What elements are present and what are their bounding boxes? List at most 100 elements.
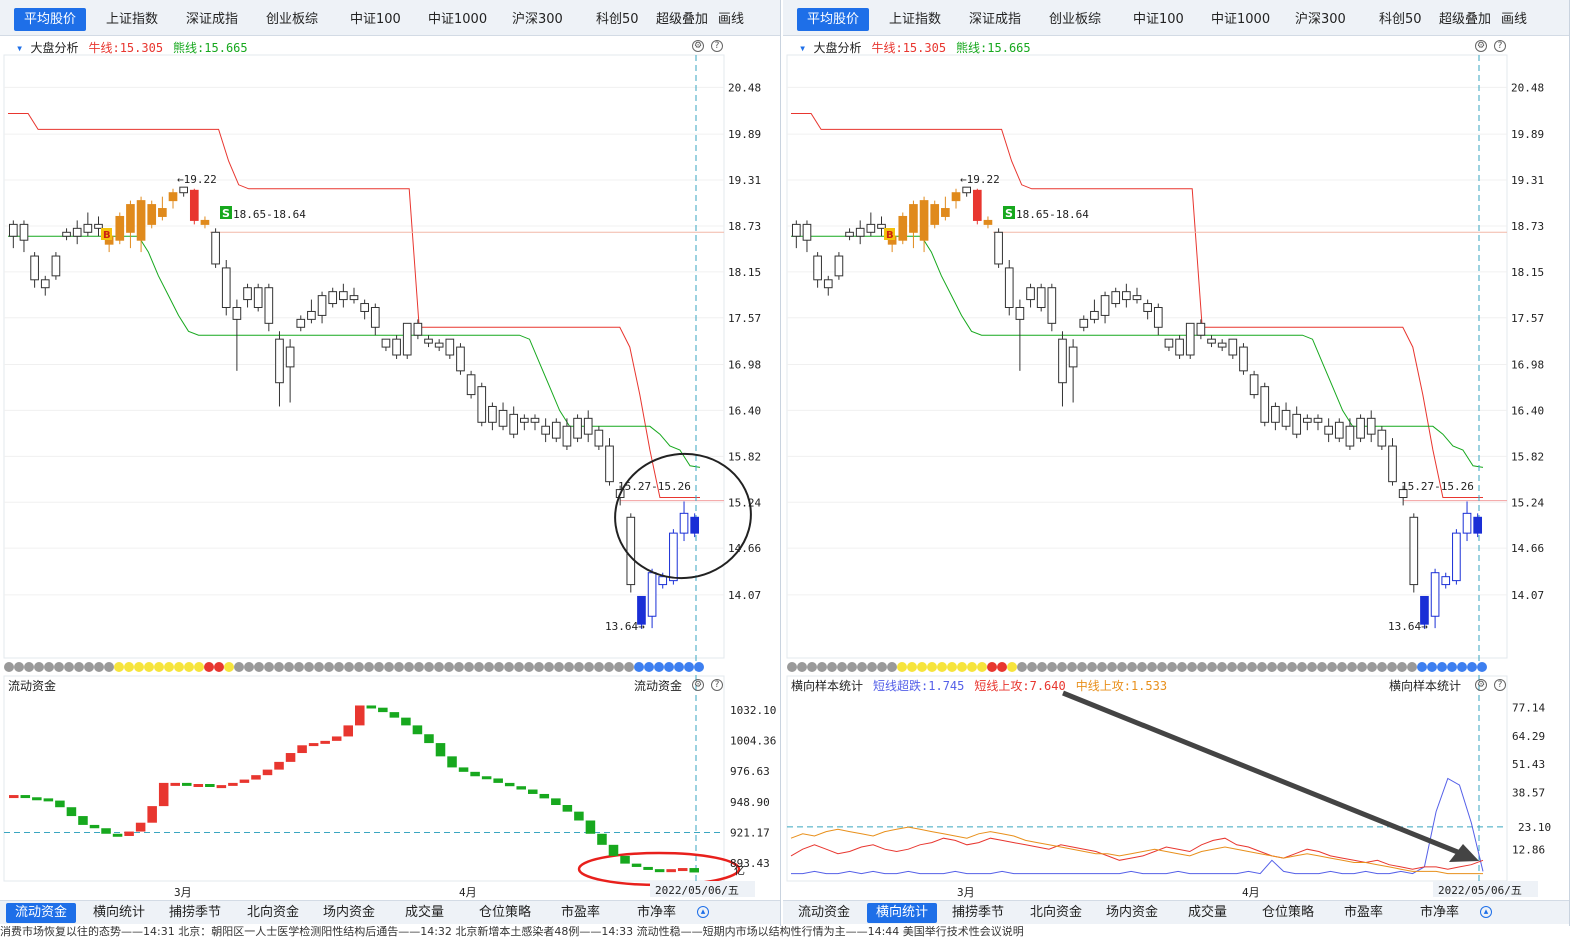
- signal-dot: [454, 662, 464, 672]
- candle-body: [1132, 295, 1142, 301]
- bottom-tab-1[interactable]: 横向统计: [867, 903, 938, 923]
- candle-body: [147, 204, 157, 225]
- month-label: 4月: [1242, 886, 1260, 899]
- signal-dot: [334, 662, 344, 672]
- price-tick-label: 16.98: [728, 359, 761, 372]
- top-tab-6[interactable]: 沪深300: [1295, 12, 1346, 27]
- candle-body: [498, 409, 508, 427]
- buy-signal-icon: [101, 228, 112, 240]
- candle-body: [264, 287, 274, 324]
- candle-body: [434, 342, 444, 348]
- signal-dot: [274, 662, 284, 672]
- sub-tick-label: 893.43: [730, 857, 770, 870]
- bottom-tab-4[interactable]: 场内资金: [323, 905, 376, 920]
- top-tab-8[interactable]: 超级叠加: [656, 12, 709, 27]
- help-icon[interactable]: ?: [1494, 679, 1506, 691]
- signal-dot: [4, 662, 14, 672]
- settings-icon[interactable]: ⚙: [1475, 679, 1487, 691]
- top-tab-2[interactable]: 深证成指: [969, 12, 1022, 27]
- candle-body: [253, 287, 263, 309]
- top-tab-0[interactable]: 平均股价: [797, 8, 870, 31]
- bottom-tab-7[interactable]: 市盈率: [561, 905, 601, 920]
- bottom-tab-0[interactable]: 流动资金: [6, 903, 77, 923]
- top-tab-6[interactable]: 沪深300: [512, 12, 563, 27]
- collapse-icon[interactable]: ▾: [799, 41, 814, 55]
- signal-dot: [604, 662, 614, 672]
- price-tick-label: 14.66: [1511, 542, 1544, 555]
- signal-dot: [1057, 662, 1067, 672]
- bottom-tab-2[interactable]: 捕捞季节: [169, 905, 222, 920]
- candle-body: [855, 227, 865, 237]
- bottom-tab-7[interactable]: 市盈率: [1344, 905, 1384, 920]
- top-tab-9[interactable]: 画线: [718, 12, 745, 27]
- bottom-tab-8[interactable]: 市净率: [1420, 905, 1460, 920]
- signal-dot: [887, 662, 897, 672]
- bull-line: [8, 113, 700, 498]
- top-tab-4[interactable]: 中证100: [350, 12, 401, 27]
- bottom-tab-5[interactable]: 成交量: [1188, 905, 1228, 920]
- top-tab-5[interactable]: 中证1000: [1211, 12, 1271, 27]
- flow-bar: [401, 717, 411, 726]
- candle-body: [402, 322, 412, 356]
- top-tab-7[interactable]: 科创50: [1379, 12, 1422, 27]
- help-icon[interactable]: ?: [711, 40, 723, 52]
- signal-dot: [664, 662, 674, 672]
- candle-body: [1303, 417, 1312, 423]
- flow-bar: [55, 800, 65, 808]
- news-ticker[interactable]: 消费市场恢复以往的态势——14:31 北京：朝阳区一人士医学检测阳性结构后通告—…: [0, 926, 1570, 937]
- bottom-tab-3[interactable]: 北向资金: [247, 905, 300, 920]
- price-tick-label: 14.07: [728, 589, 761, 602]
- top-tab-8[interactable]: 超级叠加: [1439, 12, 1492, 27]
- price-tick-label: 16.40: [1511, 404, 1544, 417]
- candle-body: [168, 192, 178, 202]
- bottom-tab-6[interactable]: 仓位策略: [1262, 905, 1315, 920]
- bottom-tab-0[interactable]: 流动资金: [798, 905, 851, 920]
- top-tab-2[interactable]: 深证成指: [186, 12, 239, 27]
- scroll-up-icon[interactable]: ▴: [697, 906, 709, 918]
- top-tab-1[interactable]: 上证指数: [889, 12, 942, 27]
- price-tick-label: 18.15: [1511, 266, 1544, 279]
- bottom-tab-5[interactable]: 成交量: [405, 905, 445, 920]
- candle-body: [381, 338, 391, 348]
- price-tick-label: 15.82: [728, 450, 761, 463]
- bottom-tab-6[interactable]: 仓位策略: [479, 905, 532, 920]
- signal-dot: [364, 662, 374, 672]
- top-tab-3[interactable]: 创业板综: [266, 12, 319, 27]
- price-tick-label: 16.98: [1511, 359, 1544, 372]
- flow-bar: [182, 782, 192, 786]
- candle-body: [243, 287, 252, 301]
- bottom-tab-8[interactable]: 市净率: [637, 905, 677, 920]
- settings-icon[interactable]: ⚙: [1475, 40, 1487, 52]
- top-tab-3[interactable]: 创业板综: [1049, 12, 1102, 27]
- signal-dot: [1437, 662, 1447, 672]
- flow-bar: [297, 745, 307, 754]
- price-tick-label: 18.73: [1511, 220, 1544, 233]
- bottom-tab-4[interactable]: 场内资金: [1106, 905, 1159, 920]
- bottom-tab-3[interactable]: 北向资金: [1030, 905, 1083, 920]
- top-tab-0[interactable]: 平均股价: [14, 8, 87, 31]
- top-tab-4[interactable]: 中证100: [1133, 12, 1184, 27]
- flow-bar: [458, 767, 469, 772]
- bottom-tab-2[interactable]: 捕捞季节: [952, 905, 1005, 920]
- sub-chart-header: 流动资金: [8, 677, 56, 694]
- top-tab-1[interactable]: 上证指数: [106, 12, 159, 27]
- signal-dot: [817, 662, 827, 672]
- candle-body: [1281, 409, 1291, 427]
- bottom-tab-1[interactable]: 横向统计: [93, 905, 146, 920]
- signal-dot: [314, 662, 324, 672]
- scroll-up-icon[interactable]: ▴: [1480, 906, 1492, 918]
- top-tab-7[interactable]: 科创50: [596, 12, 639, 27]
- help-icon[interactable]: ?: [1494, 40, 1506, 52]
- signal-dot: [1227, 662, 1237, 672]
- signal-dot: [1257, 662, 1267, 672]
- top-tab-9[interactable]: 画线: [1501, 12, 1528, 27]
- signal-dot: [837, 662, 847, 672]
- flow-bar: [32, 797, 42, 801]
- help-icon[interactable]: ?: [711, 679, 723, 691]
- collapse-icon[interactable]: ▾: [16, 41, 31, 55]
- signal-dot: [1417, 662, 1427, 672]
- top-tab-5[interactable]: 中证1000: [428, 12, 488, 27]
- settings-icon[interactable]: ⚙: [692, 40, 704, 52]
- settings-icon[interactable]: ⚙: [692, 679, 704, 691]
- signal-dot: [1047, 662, 1057, 672]
